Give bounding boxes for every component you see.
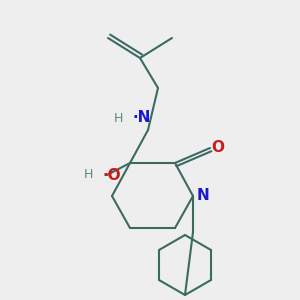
- Text: H: H: [83, 169, 93, 182]
- Text: O: O: [212, 140, 224, 155]
- Text: ·O: ·O: [103, 167, 122, 182]
- Text: ·N: ·N: [133, 110, 152, 125]
- Text: H: H: [113, 112, 123, 124]
- Text: N: N: [196, 188, 209, 203]
